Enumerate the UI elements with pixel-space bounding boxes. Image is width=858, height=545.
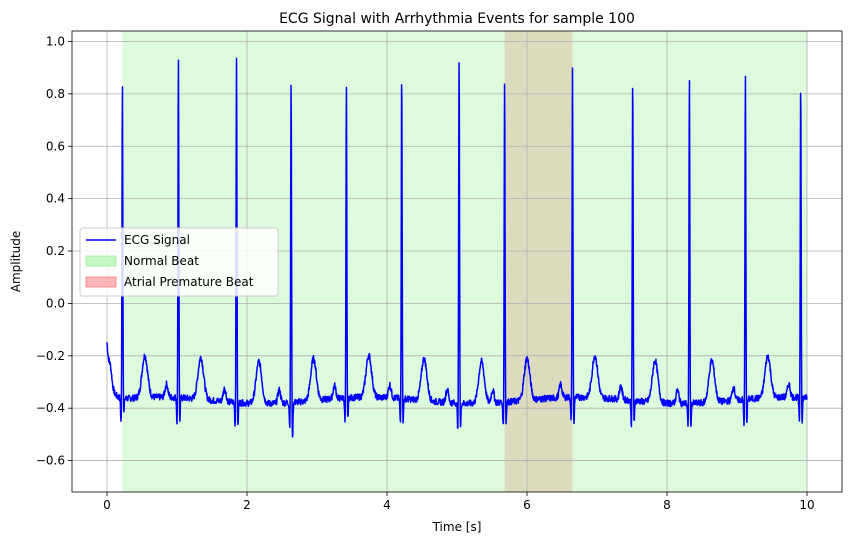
normal-beat-band [459,31,505,492]
normal-beat-band [632,31,690,492]
y-tick-label: 1.0 [46,34,65,48]
x-tick-label: 6 [523,498,531,512]
legend-label: Normal Beat [124,254,199,268]
normal-beat-band [689,31,746,492]
y-axis-label: Amplitude [9,231,23,293]
chart-title: ECG Signal with Arrhythmia Events for sa… [279,11,635,27]
legend-box [79,227,279,297]
x-tick-label: 10 [799,498,814,512]
x-tick-label: 2 [243,498,251,512]
x-axis: 0 2 4 6 8 10 [103,492,815,512]
y-tick-label: −0.4 [36,401,65,415]
legend-label: Atrial Premature Beat [124,275,254,289]
atrial-premature-beat-band [504,31,573,492]
legend-patch-swatch [85,255,117,267]
legend: ECG Signal Normal Beat Atrial Premature Be… [79,227,279,297]
y-axis: −0.6 −0.4 −0.2 0.0 0.2 0.4 0.6 0.8 1.0 [36,34,72,468]
y-tick-label: 0.0 [46,296,65,310]
y-tick-label: −0.6 [36,454,65,468]
x-tick-label: 0 [103,498,111,512]
normal-beat-band [291,31,347,492]
y-tick-label: 0.4 [46,192,65,206]
normal-beat-band [401,31,460,492]
normal-beat-band [346,31,402,492]
legend-patch-swatch [85,276,117,288]
plot-frame [71,30,843,493]
x-axis-label: Time [s] [432,520,482,534]
y-tick-label: 0.6 [46,139,65,153]
y-tick-label: 0.8 [46,87,65,101]
y-tick-label: 0.2 [46,244,65,258]
event-bands [122,31,807,492]
x-tick-label: 8 [663,498,671,512]
normal-beat-band [572,31,633,492]
ecg-signal-line [106,57,808,438]
x-tick-label: 4 [383,498,391,512]
legend-label: ECG Signal [124,233,190,247]
normal-beat-band [745,31,807,492]
normal-beat-band [504,31,573,492]
y-tick-label: −0.2 [36,349,65,363]
